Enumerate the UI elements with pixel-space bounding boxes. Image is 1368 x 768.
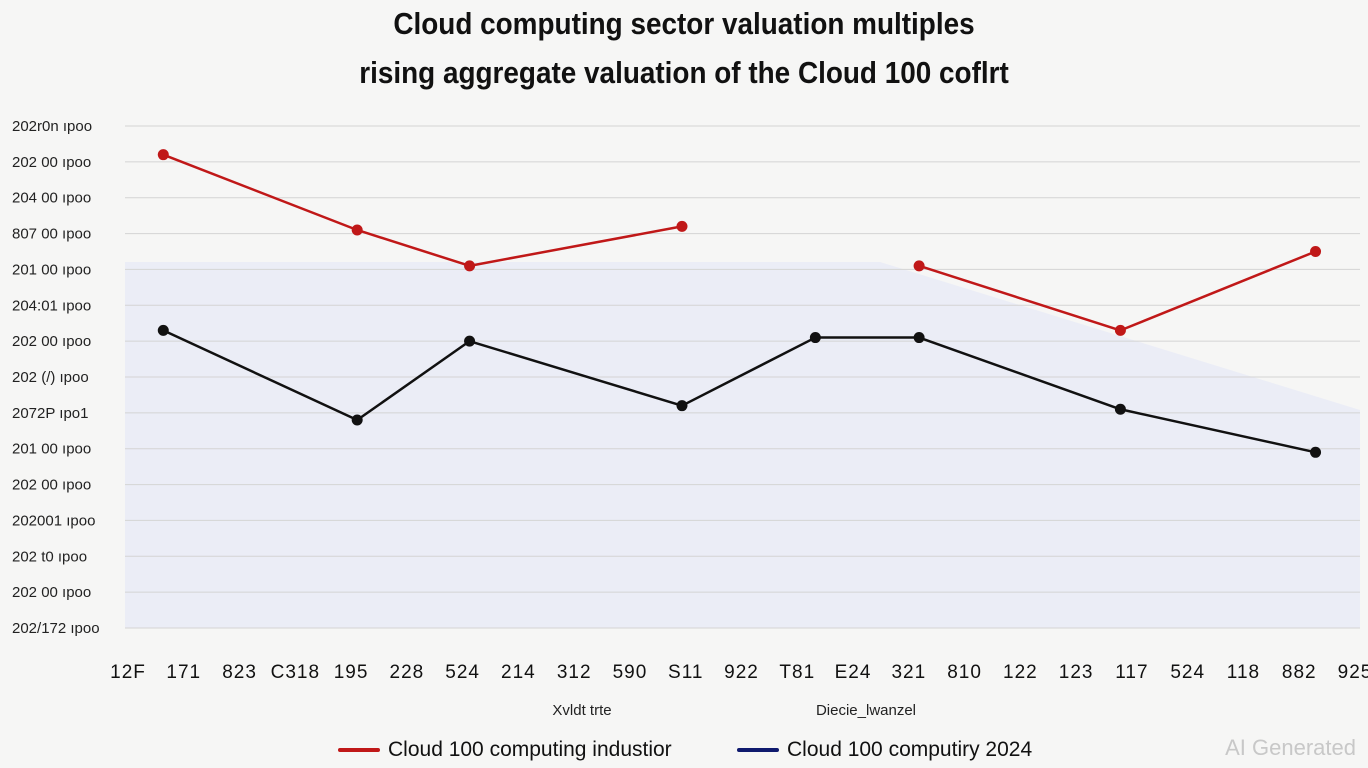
x-tick-label: 214 [501, 662, 536, 683]
chart-title: Cloud computing sector valuation multipl… [393, 6, 975, 41]
data-point-1 [676, 400, 688, 412]
x-tick-label: 171 [166, 662, 201, 683]
y-tick-label: 202 00 ıpoo [12, 333, 91, 350]
y-tick-label: 202 00 ıpoo [12, 477, 91, 494]
chart-subtitle: rising aggregate valuation of the Cloud … [359, 55, 1009, 90]
data-point-0 [676, 220, 688, 232]
legend-item-industry: Cloud 100 computing industior [338, 738, 672, 762]
legend-label: Cloud 100 computiry 2024 [787, 738, 1033, 761]
y-tick-label: 202 00 ıpoo [12, 154, 91, 171]
y-tick-label: 202001 ıpoo [12, 512, 95, 529]
x-tick-label: 123 [1059, 662, 1094, 683]
legend-item-2024: Cloud 100 computiry 2024 [737, 738, 1032, 762]
y-tick-label: 202 00 ıpoo [12, 584, 91, 601]
x-tick-label: T81 [779, 662, 815, 683]
x-tick-label: 823 [222, 662, 257, 683]
data-point-0 [1310, 246, 1322, 257]
x-tick-label: 12F [110, 662, 146, 683]
x-tick-label: 922 [724, 662, 759, 683]
x-tick-label: 312 [557, 662, 592, 683]
data-point-0 [913, 260, 925, 272]
x-tick-label: 524 [445, 662, 480, 683]
x-tick-label: 122 [1003, 662, 1038, 683]
y-tick-label: 204:01 ıpoo [12, 297, 91, 314]
x-tick-label: 195 [334, 662, 369, 683]
data-point-0 [351, 224, 363, 236]
y-tick-label: 202r0n ıpoo [12, 118, 92, 135]
x-tick-label: 118 [1227, 662, 1260, 683]
y-tick-label: 202 (/) ıpoo [12, 369, 89, 386]
shaded-region [125, 262, 1360, 628]
y-tick-label: 2072P ıpo1 [12, 405, 88, 422]
data-point-1 [809, 332, 821, 344]
y-tick-label: 807 00 ıpoo [12, 226, 91, 243]
watermark: AI Generated [1225, 735, 1356, 760]
x-tick-label: C318 [271, 662, 320, 683]
series-line-1 [162, 329, 1316, 454]
x-tick-label: 590 [613, 662, 648, 683]
y-tick-label: 201 00 ıpoo [12, 441, 91, 458]
x-axis-title: Xvldt trte [552, 702, 611, 719]
data-point-1 [464, 335, 476, 347]
x-tick-label: 925 [1338, 662, 1368, 683]
data-point-0 [1114, 324, 1126, 336]
y-tick-label: 204 00 ıpoo [12, 190, 91, 207]
x-tick-label: 524 [1170, 662, 1205, 683]
legend-swatch-red [338, 748, 380, 752]
x-tick-label: 228 [390, 662, 425, 683]
y-tick-label: 201 00 ıpoo [12, 261, 91, 278]
data-point-0 [464, 260, 476, 272]
y-tick-label: 202/172 ıpoo [12, 620, 100, 637]
x-tick-label: 321 [891, 662, 926, 683]
data-point-1 [157, 324, 169, 336]
x-axis-subtitle: Diecie_lwanzel [816, 702, 916, 719]
y-tick-label: 202 t0 ıpoo [12, 548, 87, 565]
legend-swatch-navy [737, 748, 779, 752]
x-tick-label: 810 [947, 662, 982, 683]
data-point-1 [913, 332, 925, 344]
data-point-1 [1114, 403, 1126, 415]
x-tick-label: 882 [1282, 662, 1317, 683]
legend-label: Cloud 100 computing industior [388, 738, 672, 761]
data-point-0 [157, 149, 169, 161]
x-tick-label: E24 [835, 662, 872, 683]
data-point-1 [1310, 446, 1322, 458]
series-line-0 [162, 153, 683, 268]
data-point-1 [351, 414, 363, 426]
x-tick-label: S11 [668, 662, 703, 683]
x-tick-label: 117 [1115, 662, 1148, 683]
